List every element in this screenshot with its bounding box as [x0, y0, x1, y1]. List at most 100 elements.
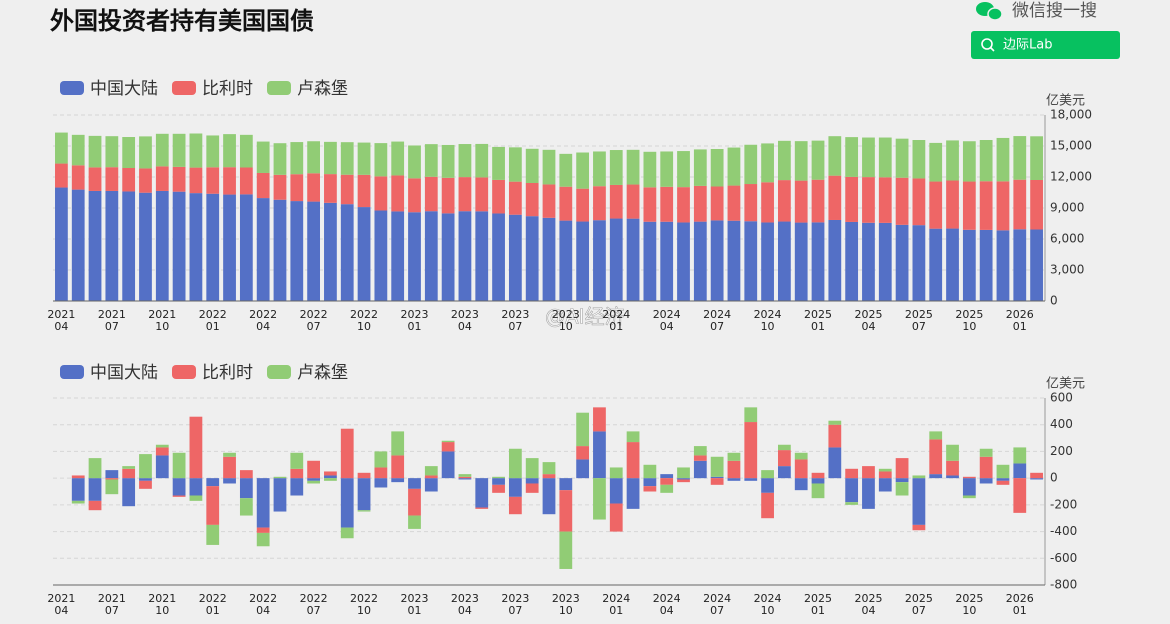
bar	[105, 190, 119, 301]
bar	[256, 527, 270, 533]
y-tick-label: 0	[1050, 294, 1058, 308]
bar	[576, 459, 590, 479]
bar	[794, 222, 808, 301]
x-tick-label: 2025 04	[854, 592, 883, 617]
x-tick-label: 2022 07	[299, 592, 328, 617]
bar	[878, 137, 892, 178]
bar	[458, 474, 472, 477]
bar	[660, 478, 674, 485]
y-tick-label: 200	[1050, 444, 1073, 458]
bar	[946, 140, 959, 181]
bar	[660, 474, 674, 479]
bar	[761, 478, 774, 493]
y-tick-label: 15,000	[1050, 139, 1092, 153]
bar	[912, 524, 926, 531]
legend-swatch[interactable]	[60, 81, 84, 95]
x-tick-label: 2025 01	[804, 592, 833, 617]
search-button-label[interactable]: 边际Lab	[1003, 38, 1052, 53]
bar	[223, 456, 236, 479]
legend-label[interactable]: 中国大陆	[90, 363, 158, 383]
bar	[206, 524, 220, 545]
bar	[962, 181, 976, 230]
bar	[929, 142, 943, 182]
legend-label[interactable]: 比利时	[202, 79, 253, 99]
legend-swatch[interactable]	[60, 365, 84, 379]
bar	[794, 180, 808, 223]
bar	[744, 184, 758, 222]
bar	[239, 134, 253, 168]
legend-label[interactable]: 中国大陆	[90, 79, 158, 99]
bar	[475, 143, 489, 178]
legend-label[interactable]: 卢森堡	[297, 79, 348, 99]
bar	[996, 181, 1010, 231]
bar	[408, 145, 421, 179]
bar	[441, 144, 455, 178]
bar	[88, 500, 102, 511]
x-tick-label: 2025 10	[955, 308, 984, 333]
legend-swatch[interactable]	[267, 81, 291, 95]
bar	[441, 451, 455, 479]
bar	[643, 478, 657, 487]
bar	[189, 133, 203, 168]
bar	[946, 180, 959, 229]
bar	[744, 422, 758, 479]
bar	[559, 153, 573, 187]
bar	[206, 167, 220, 194]
bar	[374, 451, 388, 468]
x-tick-label: 2024 10	[753, 308, 782, 333]
watermark: @AI经济	[545, 305, 625, 329]
bar	[710, 476, 724, 479]
bar	[946, 444, 959, 461]
legend-swatch[interactable]	[267, 365, 291, 379]
bar	[1013, 478, 1027, 513]
bar	[693, 221, 707, 301]
bar	[576, 221, 590, 301]
bar	[458, 177, 472, 212]
bar	[895, 177, 909, 225]
bar	[1013, 463, 1027, 479]
bar	[828, 420, 842, 425]
bar	[71, 500, 85, 504]
bar	[862, 478, 875, 509]
bar	[576, 446, 590, 460]
search-button[interactable]	[971, 31, 1120, 59]
bar	[508, 147, 522, 182]
x-tick-label: 2022 01	[198, 592, 227, 617]
bar	[189, 193, 203, 301]
y-tick-label: 6,000	[1050, 232, 1084, 246]
legend-swatch[interactable]	[172, 365, 196, 379]
bar	[105, 479, 119, 495]
bar	[324, 478, 337, 481]
bar	[223, 194, 236, 301]
bar	[794, 141, 808, 181]
bar	[593, 186, 606, 221]
x-tick-label: 2022 04	[249, 592, 278, 617]
bar	[828, 136, 842, 176]
x-tick-label: 2023 07	[501, 592, 530, 617]
bar	[727, 147, 741, 186]
bar	[324, 174, 337, 203]
bar	[962, 476, 976, 479]
bar	[912, 140, 926, 179]
bar	[408, 488, 421, 516]
legend-swatch[interactable]	[172, 81, 196, 95]
bar	[811, 140, 825, 180]
y-tick-label: 0	[1050, 471, 1058, 485]
y-tick-label: -800	[1050, 578, 1077, 592]
y-tick-label: 400	[1050, 417, 1073, 431]
bar	[996, 137, 1010, 182]
bar	[929, 474, 943, 479]
bar	[324, 141, 337, 175]
bar	[593, 478, 606, 520]
x-tick-label: 2023 04	[450, 308, 479, 333]
bar	[273, 174, 287, 200]
y-tick-label: -200	[1050, 497, 1077, 511]
bar	[424, 211, 438, 301]
x-tick-label: 2023 01	[400, 592, 429, 617]
legend-label[interactable]: 卢森堡	[297, 363, 348, 383]
legend-label[interactable]: 比利时	[202, 363, 253, 383]
bar	[307, 480, 320, 484]
bar	[677, 151, 690, 188]
bar	[962, 229, 976, 301]
bar	[811, 472, 825, 479]
